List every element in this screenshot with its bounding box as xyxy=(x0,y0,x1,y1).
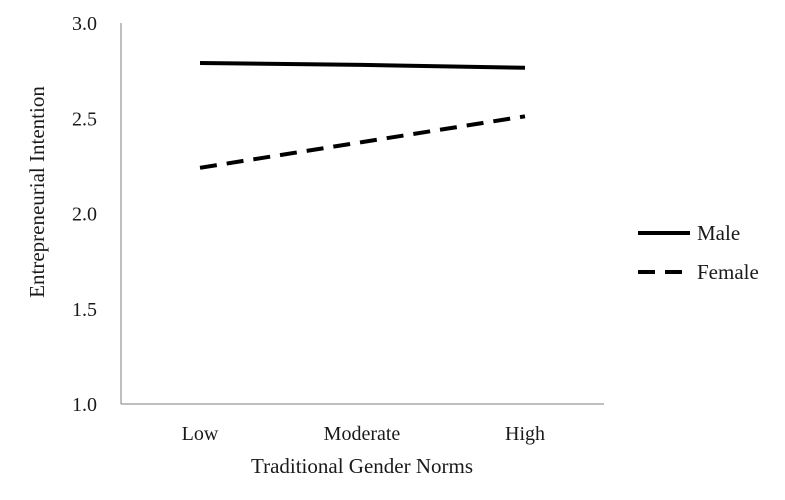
y-axis-title: Entrepreneurial Intention xyxy=(25,86,49,298)
x-tick-label: Low xyxy=(182,423,219,445)
series-line-female xyxy=(199,114,526,170)
y-tick-label: 1.0 xyxy=(72,394,97,416)
y-tick-label: 2.5 xyxy=(72,108,97,130)
y-tick-label: 3.0 xyxy=(72,13,97,35)
legend-label-female: Female xyxy=(697,260,759,284)
x-tick-label: Moderate xyxy=(324,423,401,445)
x-axis-title: Traditional Gender Norms xyxy=(251,454,473,478)
x-tick-label: High xyxy=(505,423,545,445)
legend-label-male: Male xyxy=(697,221,740,245)
axes: 1.0 1.5 2.0 2.5 3.0 Low Moderate High xyxy=(72,13,604,445)
legend: Male Female xyxy=(638,221,759,284)
y-tick-label: 2.0 xyxy=(72,204,97,226)
series-lines xyxy=(199,61,526,170)
series-line-male xyxy=(199,61,526,70)
y-tick-label: 1.5 xyxy=(72,299,97,321)
